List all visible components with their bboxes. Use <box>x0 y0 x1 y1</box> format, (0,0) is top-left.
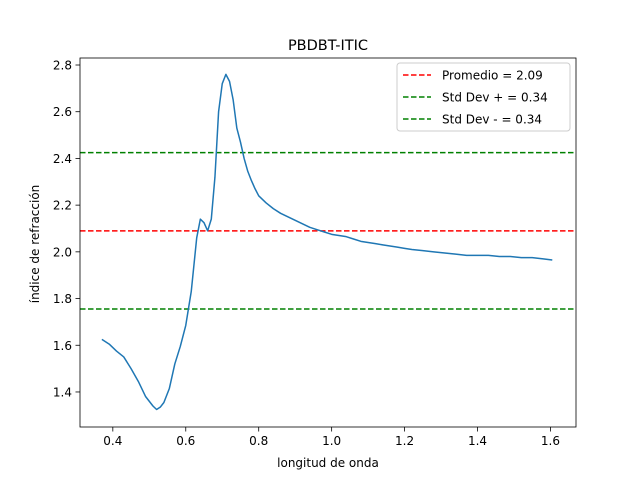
legend: Promedio = 2.09 Std Dev + = 0.34 Std Dev -… <box>396 62 571 132</box>
y-tick-label: 1.6 <box>53 339 72 353</box>
plot-area <box>80 73 576 411</box>
chart-title: PBDBT-ITIC <box>288 38 368 54</box>
y-tick-label: 1.8 <box>53 292 72 306</box>
x-tick-label: 1.0 <box>322 434 341 448</box>
x-tick-label: 1.6 <box>541 434 560 448</box>
y-axis-label: índice de refracción <box>28 185 42 304</box>
x-tick-label: 0.8 <box>249 434 268 448</box>
x-axis-label: longitud de onda <box>277 456 379 470</box>
y-tick-label: 2.2 <box>53 199 72 213</box>
axes-frame <box>79 57 577 428</box>
y-tick-label: 1.4 <box>53 385 72 399</box>
axes: 0.4 0.6 0.8 1.0 1.2 1.4 1.6 1.4 1.6 1.8 2.0 2.2 2.4 2… <box>53 57 577 448</box>
legend-label-3: Std Dev - = 0.34 <box>442 113 542 127</box>
y-tick-label: 2.8 <box>53 59 72 73</box>
y-tick-label: 2.4 <box>53 152 72 166</box>
x-tick-label: 1.2 <box>395 434 414 448</box>
y-tick-label: 2.6 <box>53 105 72 119</box>
x-tick-label: 1.4 <box>468 434 487 448</box>
x-tick-label: 0.6 <box>176 434 195 448</box>
series-line-1 <box>101 73 553 411</box>
legend-box <box>396 62 571 132</box>
x-tick-label: 0.4 <box>103 434 122 448</box>
y-tick-label: 2.0 <box>53 245 72 259</box>
legend-label-1: Promedio = 2.09 <box>442 69 543 83</box>
legend-label-2: Std Dev + = 0.34 <box>442 91 548 105</box>
